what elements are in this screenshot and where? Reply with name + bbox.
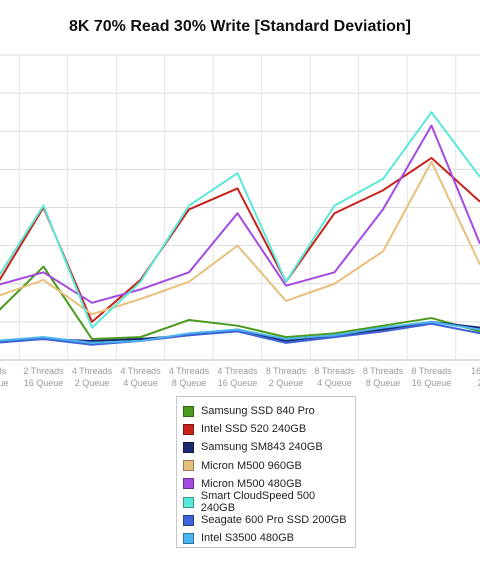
- x-tick-label: 8 Threads: [314, 366, 355, 376]
- legend-label: Seagate 600 Pro SSD 200GB: [201, 514, 347, 527]
- x-tick-label: 8 Queue: [366, 378, 401, 388]
- x-tick-label: 2: [477, 378, 480, 388]
- legend-label: Samsung SSD 840 Pro: [201, 405, 315, 418]
- series-layer: [0, 111, 480, 346]
- line-chart: reads Queue 2 Threads 16 Queue 4 Threads 2 Qu…: [0, 54, 480, 388]
- x-tick-label: 16 Queue: [218, 378, 258, 388]
- legend-label: Micron M500 960GB: [201, 459, 302, 472]
- x-tick-label: 4 Threads: [169, 366, 210, 376]
- legend-item: Samsung SM843 240GB: [183, 438, 349, 456]
- legend-swatch: [183, 514, 194, 526]
- x-tick-label: 4 Threads: [120, 366, 161, 376]
- x-tick-label: 2 Threads: [23, 366, 64, 376]
- chart-legend: Samsung SSD 840 Pro Intel SSD 520 240GB Sa…: [176, 396, 356, 548]
- series-line: [0, 124, 480, 304]
- legend-item: Seagate 600 Pro SSD 200GB: [183, 511, 349, 529]
- legend-label: Micron M500 480GB: [201, 477, 302, 490]
- legend-item: Intel S3500 480GB: [183, 529, 349, 547]
- legend-swatch: [183, 496, 194, 508]
- legend-item: Micron M500 480GB: [183, 475, 349, 493]
- x-tick-label: 4 Threads: [72, 366, 113, 376]
- legend-label: Samsung SM843 240GB: [201, 441, 323, 454]
- x-tick-label: 2 Queue: [75, 378, 110, 388]
- x-tick-label: 16 T: [471, 366, 480, 376]
- legend-item: Smart CloudSpeed 500 240GB: [183, 490, 349, 515]
- chart-title: 8K 70% Read 30% Write [Standard Deviatio…: [68, 18, 412, 35]
- x-tick-label: Queue: [0, 378, 9, 388]
- x-tick-label: 2 Queue: [269, 378, 304, 388]
- series-line: [0, 320, 480, 344]
- x-tick-label: reads: [0, 366, 7, 376]
- series-line: [0, 160, 480, 316]
- legend-label: Intel S3500 480GB: [201, 532, 294, 545]
- legend-swatch: [183, 405, 194, 417]
- series-line: [0, 265, 480, 341]
- legend-swatch: [183, 532, 194, 544]
- legend-swatch: [183, 460, 194, 472]
- series-line: [0, 322, 480, 346]
- x-tick-label: 8 Threads: [411, 366, 452, 376]
- legend-item: Micron M500 960GB: [183, 457, 349, 475]
- x-tick-label: 4 Queue: [123, 378, 158, 388]
- legend-label: Smart CloudSpeed 500 240GB: [200, 490, 316, 515]
- x-tick-label: 8 Queue: [172, 378, 207, 388]
- x-tick-label: 4 Queue: [317, 378, 352, 388]
- x-tick-label: 16 Queue: [412, 378, 452, 388]
- legend-label: Intel SSD 520 240GB: [201, 423, 307, 436]
- legend-item: Intel SSD 520 240GB: [183, 420, 349, 438]
- grid-layer: [0, 54, 480, 361]
- legend-item: Samsung SSD 840 Pro: [183, 402, 349, 420]
- x-axis-labels: reads Queue 2 Threads 16 Queue 4 Threads 2 Qu…: [0, 366, 480, 388]
- x-tick-label: 16 Queue: [24, 378, 64, 388]
- legend-swatch: [183, 423, 194, 435]
- x-tick-label: 8 Threads: [266, 366, 307, 376]
- series-line: [0, 111, 480, 329]
- x-tick-label: 8 Threads: [363, 366, 404, 376]
- series-line: [0, 156, 480, 323]
- x-tick-label: 4 Threads: [217, 366, 258, 376]
- legend-swatch: [183, 441, 194, 453]
- legend-swatch: [183, 478, 194, 490]
